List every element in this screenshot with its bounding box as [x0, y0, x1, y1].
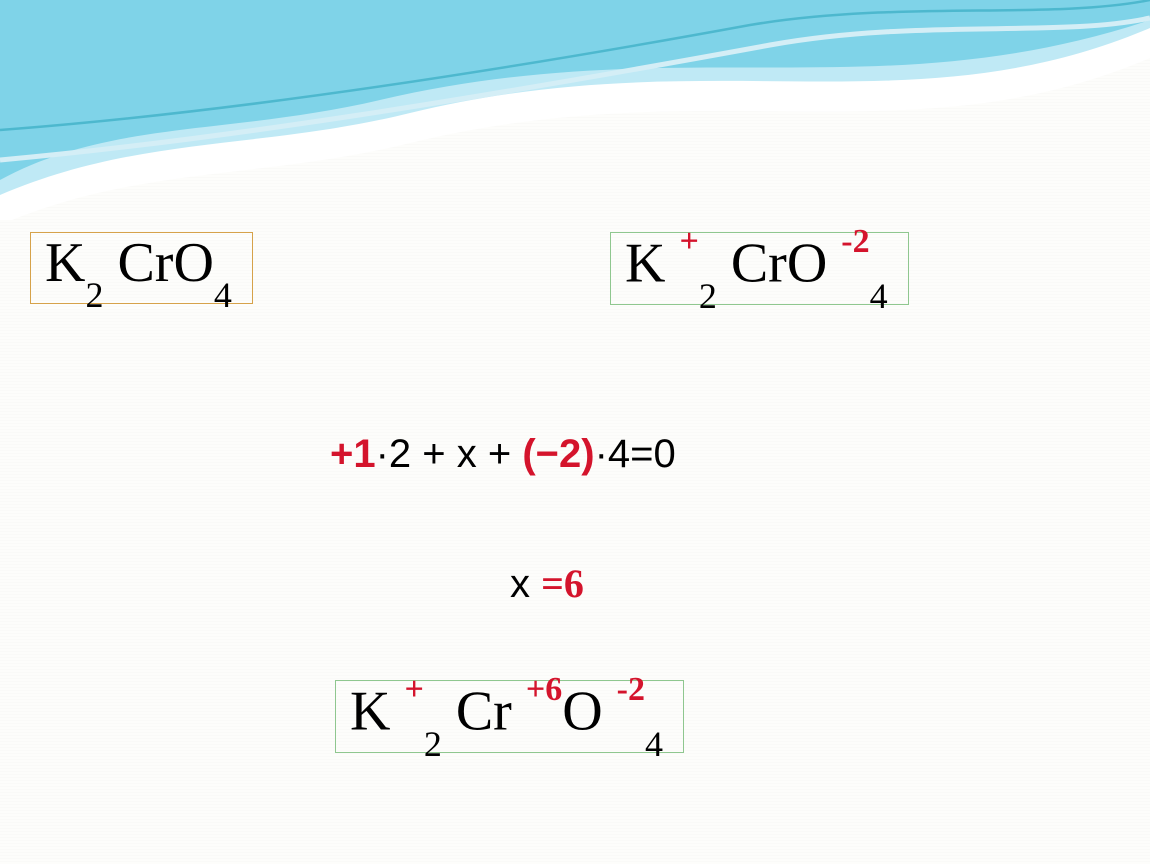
- formula-part: 4: [214, 275, 232, 315]
- formula-part: CrO: [717, 233, 841, 295]
- solution-rhs: =6: [541, 561, 584, 606]
- slide: K2 CrO4 K +2 CrO -24 +1·2 + х + (−2)·4=0…: [0, 0, 1150, 864]
- wave-decoration: [0, 0, 1150, 220]
- formula-part: 2: [699, 276, 717, 316]
- solution-line: х =6: [510, 560, 584, 607]
- formula-part: +: [404, 671, 423, 708]
- solution-lhs: х: [510, 562, 541, 606]
- formula-part: +: [679, 223, 698, 260]
- equation-part: ·4=0: [595, 432, 676, 476]
- formula-part: 2: [424, 724, 442, 764]
- formula-part: K: [625, 233, 679, 295]
- formula-part: +6: [526, 671, 562, 708]
- formula-box-right: K +2 CrO -24: [610, 232, 909, 305]
- formula-part: K: [45, 232, 85, 294]
- equation-part: ·2 + х +: [376, 432, 523, 476]
- formula-box-left: K2 CrO4: [30, 232, 253, 304]
- formula-part: CrO: [103, 232, 213, 294]
- formula-part: O: [562, 681, 616, 743]
- formula-part: K: [350, 681, 404, 743]
- formula-part: -2: [617, 671, 645, 708]
- formula-part: 4: [645, 724, 663, 764]
- formula-part: -2: [841, 223, 869, 260]
- formula-part: 4: [870, 276, 888, 316]
- formula-part: 2: [85, 275, 103, 315]
- formula-part: Cr: [442, 681, 526, 743]
- equation-part: +1: [330, 432, 376, 476]
- equation-part: (−2): [522, 432, 594, 476]
- equation-line: +1·2 + х + (−2)·4=0: [330, 430, 676, 477]
- formula-box-bottom: K +2 Cr +6O -24: [335, 680, 684, 753]
